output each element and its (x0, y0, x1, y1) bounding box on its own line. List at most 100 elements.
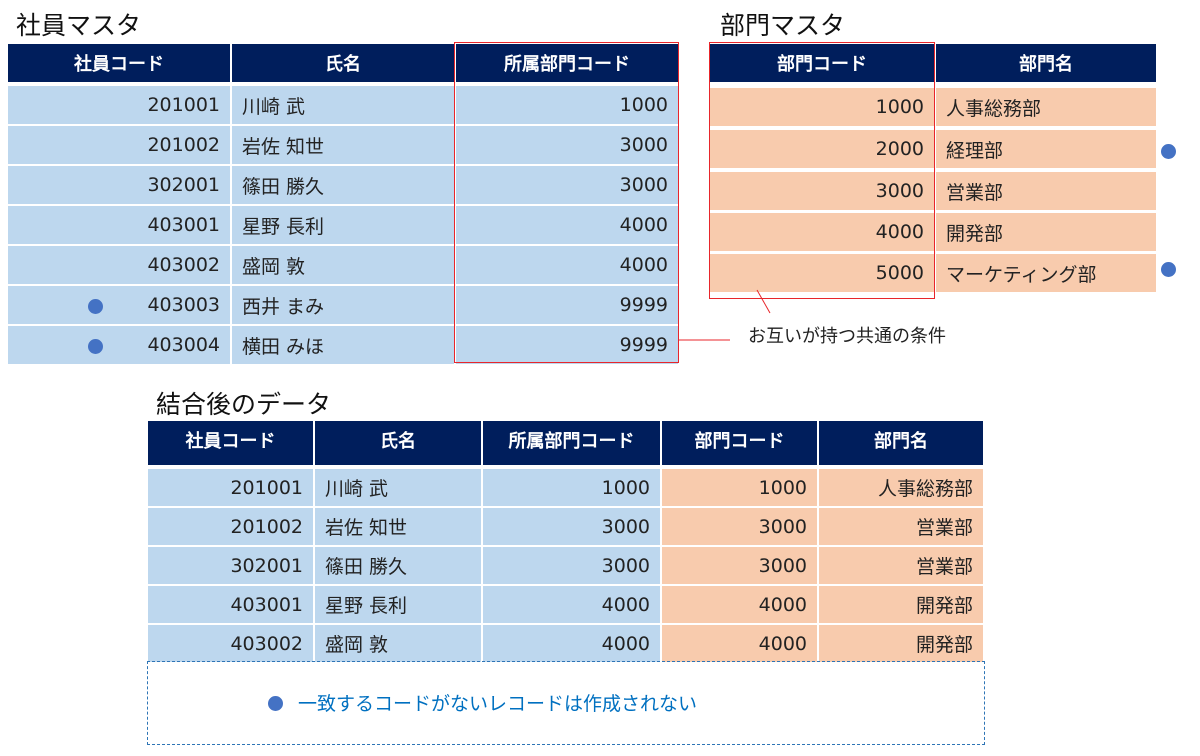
header-row: 部門コード 部門名 (710, 44, 1158, 82)
table-cell: 盛岡 敦 (315, 625, 481, 662)
column-header: 部門コード (662, 421, 817, 465)
table-row: 403001 星野 長利 4000 4000 開発部 (148, 586, 985, 623)
table-cell: 201001 (8, 86, 230, 124)
table-cell: 5000 (710, 254, 934, 292)
table-cell: 403004 (8, 326, 230, 364)
column-header: 部門コード (710, 44, 934, 82)
table-cell: 4000 (662, 625, 817, 662)
table-cell: 営業部 (819, 547, 983, 584)
table-cell: 1000 (662, 469, 817, 506)
table-cell: 開発部 (819, 586, 983, 623)
column-header: 部門名 (936, 44, 1156, 82)
table-cell: 4000 (710, 213, 934, 251)
unmatched-marker (88, 339, 103, 354)
table-cell: 9999 (456, 286, 678, 324)
table-row: 3000 営業部 (710, 172, 1158, 210)
table-row: 302001 篠田 勝久 3000 (8, 166, 680, 204)
column-header: 社員コード (148, 421, 313, 465)
common-condition-label: お互いが持つ共通の条件 (748, 326, 946, 347)
dept-code-highlight (709, 42, 935, 299)
table-cell: 3000 (456, 166, 678, 204)
table-cell: 川崎 武 (315, 469, 481, 506)
header-row: 社員コード 氏名 所属部門コード (8, 44, 680, 82)
joined-data-title: 結合後のデータ (156, 390, 332, 419)
table-row: 403003 西井 まみ 9999 (8, 286, 680, 324)
table-cell: 403001 (8, 206, 230, 244)
table-row: 4000 開発部 (710, 213, 1158, 251)
table-cell: 3000 (456, 126, 678, 164)
unmatched-marker (1161, 262, 1176, 277)
table-row: 201001 川崎 武 1000 1000 人事総務部 (148, 469, 985, 506)
column-header: 氏名 (315, 421, 481, 465)
table-cell: 403003 (8, 286, 230, 324)
table-row: 201002 岩佐 知世 3000 (8, 126, 680, 164)
table-cell: 4000 (483, 586, 660, 623)
table-row: 201002 岩佐 知世 3000 3000 営業部 (148, 508, 985, 545)
table-cell: 403001 (148, 586, 313, 623)
table-cell: 201001 (148, 469, 313, 506)
table-cell: マーケティング部 (936, 254, 1156, 292)
table-cell: 開発部 (936, 213, 1156, 251)
unmatched-marker (1161, 144, 1176, 159)
table-cell: 岩佐 知世 (315, 508, 481, 545)
table-row: 403002 盛岡 敦 4000 (8, 246, 680, 284)
excluded-note-box (147, 661, 985, 745)
unmatched-marker (88, 299, 103, 314)
table-cell: 4000 (456, 246, 678, 284)
header-row: 社員コード 氏名 所属部門コード 部門コード 部門名 (148, 421, 985, 465)
column-header: 社員コード (8, 44, 230, 82)
excluded-note: 一致するコードがないレコードは作成されない (298, 693, 698, 715)
table-cell: 開発部 (819, 625, 983, 662)
table-cell: 9999 (456, 326, 678, 364)
column-header: 所属部門コード (456, 44, 678, 82)
table-cell: 経理部 (936, 130, 1156, 168)
table-cell: 403002 (8, 246, 230, 284)
table-cell: 西井 まみ (232, 286, 454, 324)
table-cell: 4000 (456, 206, 678, 244)
table-cell: 302001 (8, 166, 230, 204)
department-master-title: 部門マスタ (720, 11, 846, 40)
table-cell: 3000 (662, 547, 817, 584)
bullet-marker (268, 696, 283, 711)
column-header: 所属部門コード (483, 421, 660, 465)
table-row: 1000 人事総務部 (710, 88, 1158, 126)
table-cell: 岩佐 知世 (232, 126, 454, 164)
table-row: 201001 川崎 武 1000 (8, 86, 680, 124)
table-row: 302001 篠田 勝久 3000 3000 営業部 (148, 547, 985, 584)
connector-line-department (756, 289, 771, 314)
table-cell: 営業部 (819, 508, 983, 545)
table-cell: 4000 (662, 586, 817, 623)
table-cell: 人事総務部 (819, 469, 983, 506)
table-row: 403004 横田 みほ 9999 (8, 326, 680, 364)
table-cell: 3000 (483, 547, 660, 584)
table-cell: 2000 (710, 130, 934, 168)
table-cell: 302001 (148, 547, 313, 584)
table-row: 2000 経理部 (710, 130, 1158, 168)
table-cell: 1000 (483, 469, 660, 506)
table-cell: 人事総務部 (936, 88, 1156, 126)
column-header: 部門名 (819, 421, 983, 465)
table-cell: 横田 みほ (232, 326, 454, 364)
table-cell: 星野 長利 (232, 206, 454, 244)
table-cell: 3000 (710, 172, 934, 210)
table-cell: 4000 (483, 625, 660, 662)
table-cell: 3000 (662, 508, 817, 545)
table-cell: 川崎 武 (232, 86, 454, 124)
employee-dept-code-highlight (454, 42, 679, 363)
table-row: 403002 盛岡 敦 4000 4000 開発部 (148, 625, 985, 662)
table-cell: 1000 (456, 86, 678, 124)
table-cell: 201002 (8, 126, 230, 164)
table-cell: 3000 (483, 508, 660, 545)
table-cell: 201002 (148, 508, 313, 545)
table-cell: 盛岡 敦 (232, 246, 454, 284)
table-row: 5000 マーケティング部 (710, 254, 1158, 292)
table-cell: 1000 (710, 88, 934, 126)
table-row: 403001 星野 長利 4000 (8, 206, 680, 244)
table-cell: 営業部 (936, 172, 1156, 210)
employee-master-title: 社員マスタ (16, 11, 142, 40)
table-cell: 星野 長利 (315, 586, 481, 623)
table-cell: 篠田 勝久 (315, 547, 481, 584)
table-cell: 篠田 勝久 (232, 166, 454, 204)
table-cell: 403002 (148, 625, 313, 662)
